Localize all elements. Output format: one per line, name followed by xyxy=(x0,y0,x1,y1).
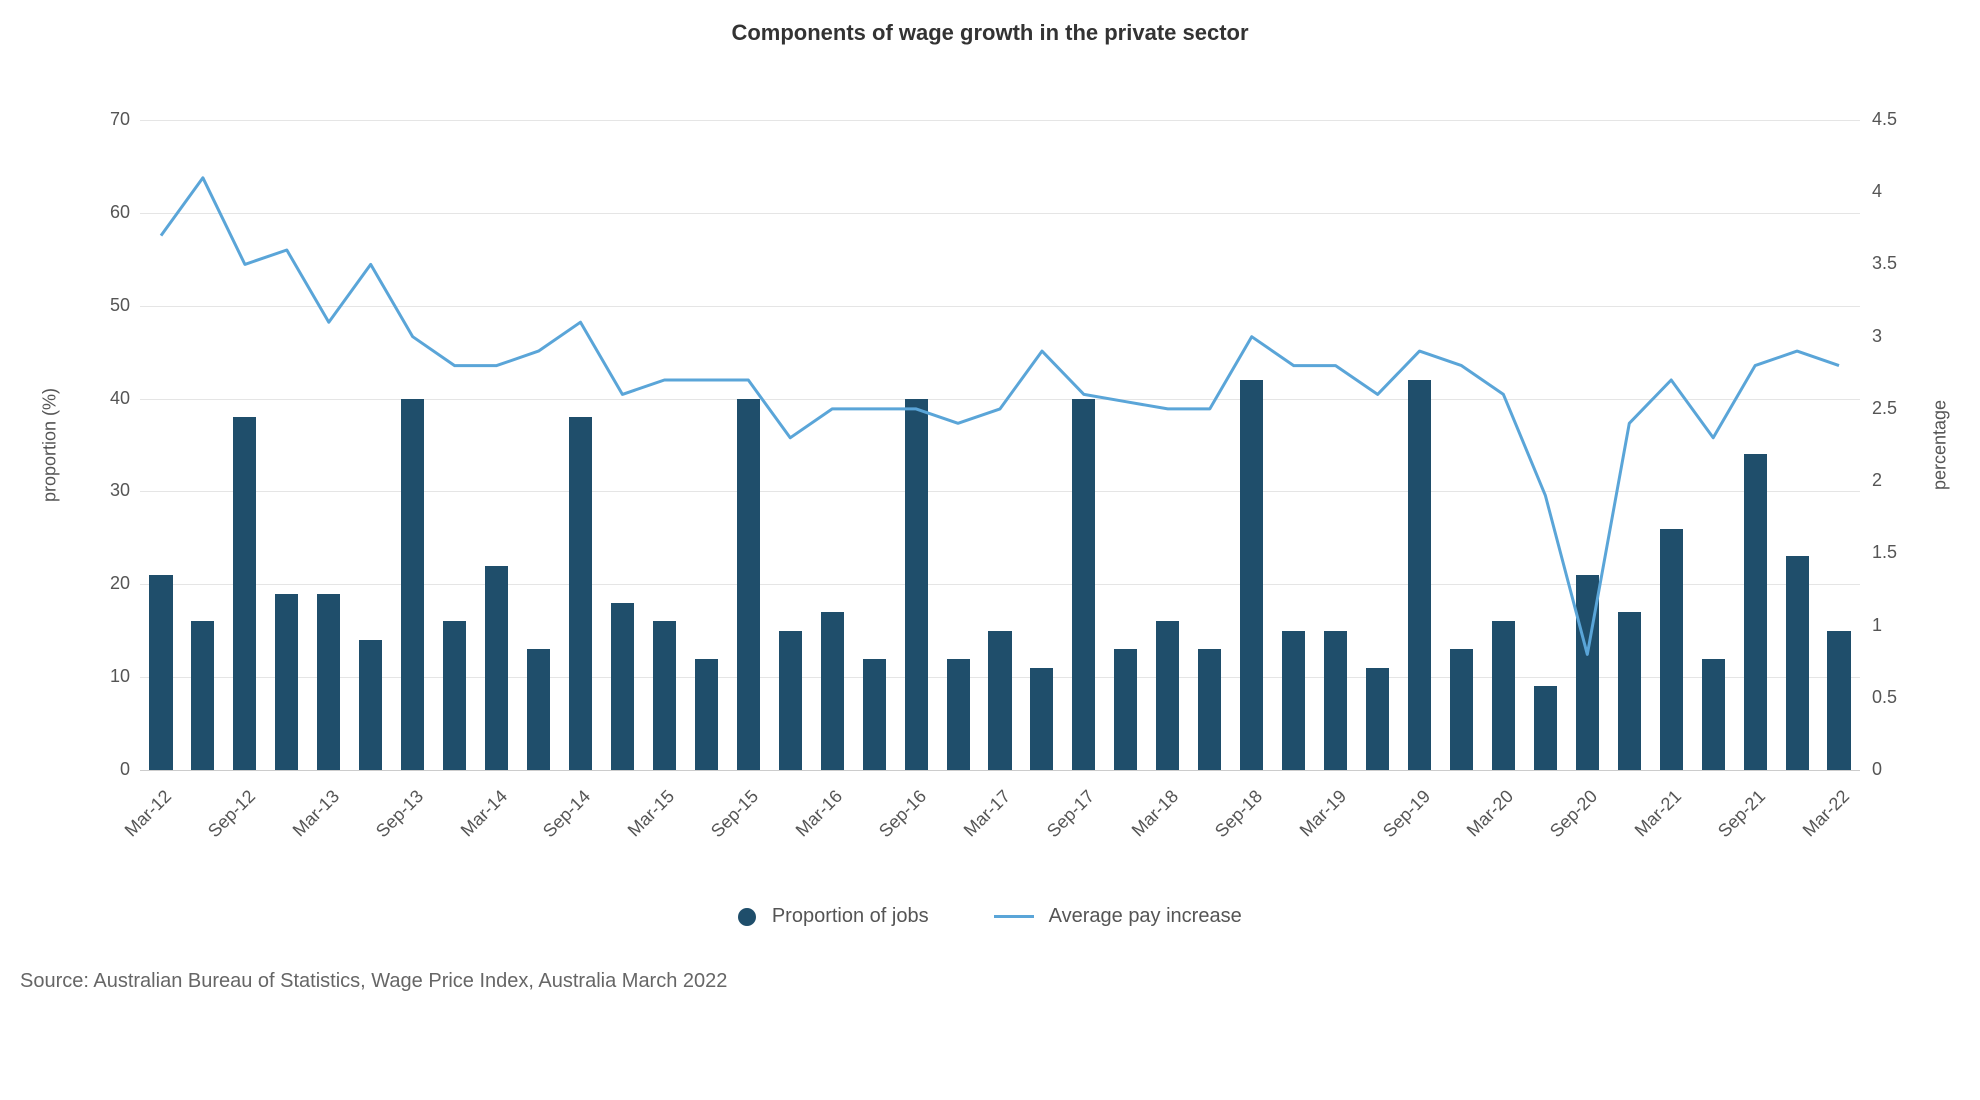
y-axis-right-label: percentage xyxy=(1930,400,1951,490)
x-tick-label: Sep-20 xyxy=(1531,786,1602,857)
x-tick-label: Sep-16 xyxy=(860,786,931,857)
x-tick-label: Mar-13 xyxy=(272,786,343,857)
plot-area xyxy=(140,120,1860,770)
x-tick-label: Mar-18 xyxy=(1111,786,1182,857)
x-tick-label: Mar-19 xyxy=(1279,786,1350,857)
x-tick-label: Mar-12 xyxy=(104,786,175,857)
y-tick-left: 0 xyxy=(90,759,130,780)
y-axis-left-label: proportion (%) xyxy=(40,388,61,502)
y-tick-right: 4 xyxy=(1872,181,1882,202)
x-tick-label: Sep-15 xyxy=(692,786,763,857)
y-tick-left: 50 xyxy=(90,295,130,316)
line-series xyxy=(140,120,1860,770)
y-tick-left: 60 xyxy=(90,202,130,223)
y-tick-right: 4.5 xyxy=(1872,109,1897,130)
y-tick-right: 1 xyxy=(1872,615,1882,636)
chart-container: Components of wage growth in the private… xyxy=(0,0,1980,1100)
legend-label-bars: Proportion of jobs xyxy=(772,905,929,927)
y-tick-right: 0.5 xyxy=(1872,687,1897,708)
chart-title: Components of wage growth in the private… xyxy=(0,20,1980,46)
x-tick-label: Mar-15 xyxy=(608,786,679,857)
source-text: Source: Australian Bureau of Statistics,… xyxy=(20,970,727,993)
y-tick-right: 3.5 xyxy=(1872,253,1897,274)
x-tick-label: Sep-19 xyxy=(1363,786,1434,857)
y-tick-right: 2.5 xyxy=(1872,398,1897,419)
x-tick-label: Sep-21 xyxy=(1699,786,1770,857)
x-tick-label: Sep-18 xyxy=(1195,786,1266,857)
legend-label-line: Average pay increase xyxy=(1049,905,1242,927)
legend-swatch-bar xyxy=(738,908,756,926)
x-tick-label: Mar-20 xyxy=(1447,786,1518,857)
y-tick-right: 2 xyxy=(1872,470,1882,491)
x-tick-label: Mar-14 xyxy=(440,786,511,857)
y-tick-right: 1.5 xyxy=(1872,542,1897,563)
y-tick-left: 20 xyxy=(90,573,130,594)
y-tick-right: 3 xyxy=(1872,326,1882,347)
y-tick-left: 70 xyxy=(90,109,130,130)
x-tick-label: Sep-13 xyxy=(356,786,427,857)
legend: Proportion of jobs Average pay increase xyxy=(0,905,1980,928)
y-tick-left: 30 xyxy=(90,480,130,501)
line-path xyxy=(161,178,1839,655)
y-tick-left: 40 xyxy=(90,388,130,409)
x-tick-label: Mar-17 xyxy=(943,786,1014,857)
x-tick-label: Mar-21 xyxy=(1615,786,1686,857)
y-tick-right: 0 xyxy=(1872,759,1882,780)
x-tick-label: Sep-14 xyxy=(524,786,595,857)
x-tick-label: Sep-12 xyxy=(188,786,259,857)
y-tick-left: 10 xyxy=(90,666,130,687)
x-tick-label: Mar-16 xyxy=(776,786,847,857)
x-tick-label: Mar-22 xyxy=(1782,786,1853,857)
x-axis-line xyxy=(140,770,1860,771)
legend-swatch-line xyxy=(994,915,1034,918)
x-tick-label: Sep-17 xyxy=(1027,786,1098,857)
